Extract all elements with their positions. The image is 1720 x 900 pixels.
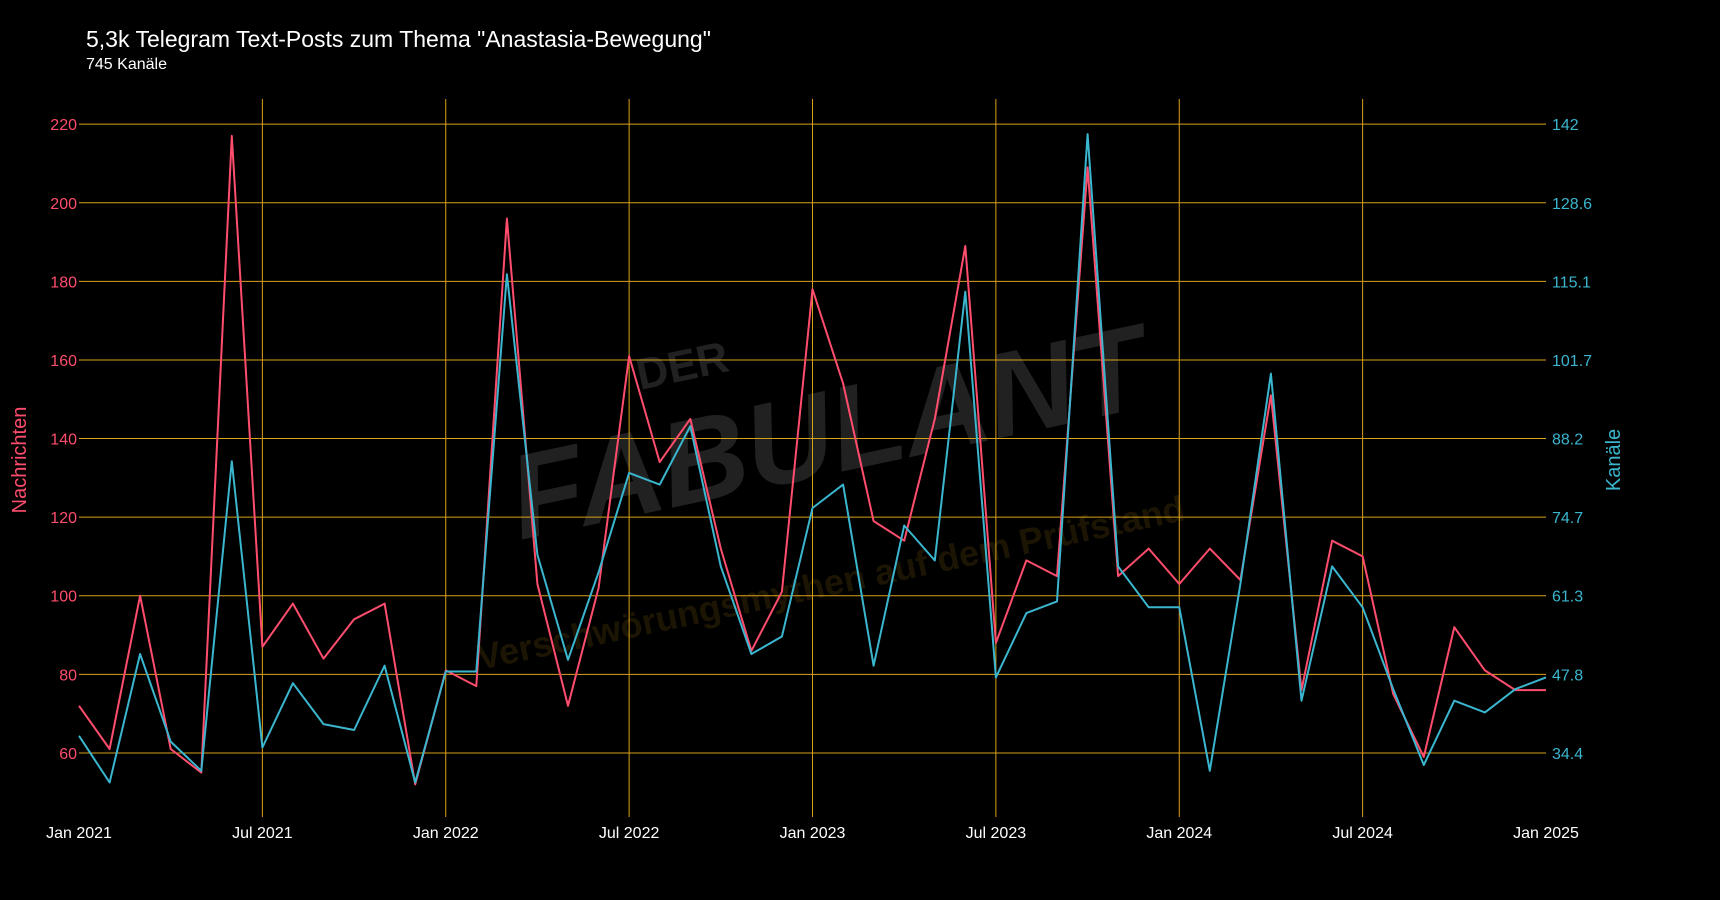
y-tick-label: 120 <box>50 510 77 527</box>
y2-tick-label: 47.8 <box>1552 667 1583 684</box>
y-tick-label: 160 <box>50 353 77 370</box>
chart-subtitle: 745 Kanäle <box>86 56 167 73</box>
x-tick-label: Jul 2023 <box>966 825 1027 842</box>
chart-title: 5,3k Telegram Text-Posts zum Thema "Anas… <box>86 26 711 52</box>
x-tick-label: Jan 2025 <box>1513 825 1579 842</box>
watermark-logo: DER FABULANT Verschwörungsmythen auf dem… <box>473 298 1188 678</box>
x-tick-label: Jan 2023 <box>780 825 846 842</box>
y2-tick-label: 115.1 <box>1552 274 1591 291</box>
x-tick-label: Jan 2022 <box>413 825 479 842</box>
y-axis-title: Nachrichten <box>9 407 31 514</box>
y-tick-label: 100 <box>50 589 77 606</box>
y-tick-label: 140 <box>50 432 77 449</box>
y-tick-label: 180 <box>50 274 77 291</box>
y2-axis-title: Kanäle <box>1603 429 1625 491</box>
x-tick-label: Jan 2021 <box>46 825 112 842</box>
y2-tick-label: 101.7 <box>1552 353 1592 370</box>
y-tick-label: 80 <box>59 667 77 684</box>
series-line-kanaele <box>78 133 1547 784</box>
y2-tick-label: 74.7 <box>1552 510 1583 527</box>
x-tick-label: Jul 2021 <box>232 825 293 842</box>
y-tick-label: 200 <box>50 196 77 213</box>
y2-tick-label: 128.6 <box>1552 196 1592 213</box>
y-tick-label: 220 <box>50 117 77 134</box>
y2-tick-label: 61.3 <box>1552 589 1583 606</box>
y2-tick-label: 34.4 <box>1552 746 1583 763</box>
y2-tick-label: 142 <box>1552 117 1579 134</box>
x-tick-label: Jul 2022 <box>599 825 660 842</box>
x-tick-label: Jan 2024 <box>1146 825 1212 842</box>
y2-tick-label: 88.2 <box>1552 432 1583 449</box>
x-tick-label: Jul 2024 <box>1332 825 1393 842</box>
y-tick-label: 60 <box>59 746 77 763</box>
